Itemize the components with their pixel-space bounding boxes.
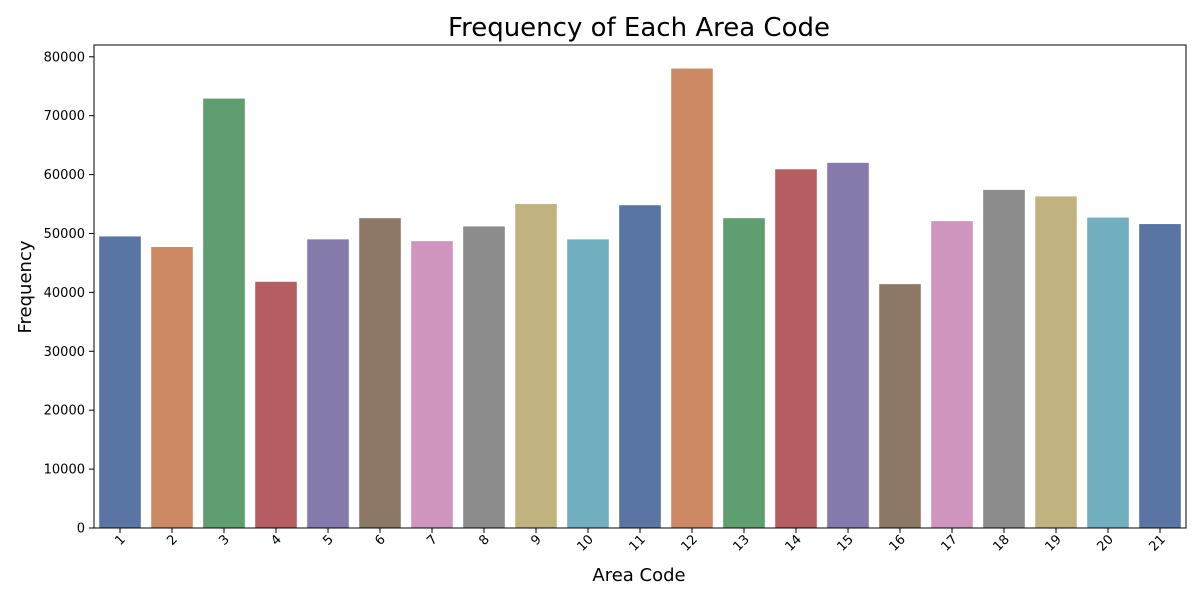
bars-group bbox=[99, 68, 1181, 529]
x-tick-label: 19 bbox=[1043, 532, 1065, 554]
bar-area-5 bbox=[307, 239, 349, 528]
x-tick-label: 15 bbox=[835, 532, 857, 554]
bar-area-9 bbox=[515, 204, 557, 528]
bar-area-8 bbox=[463, 226, 505, 529]
x-tick-label: 1 bbox=[112, 532, 128, 548]
y-tick-label: 70000 bbox=[44, 109, 85, 124]
x-tick-label: 14 bbox=[783, 532, 805, 554]
y-axis-ticks: 0 10000 20000 30000 40000 50000 60000 70000 8000… bbox=[44, 50, 94, 537]
x-tick-label: 16 bbox=[887, 532, 909, 554]
x-tick-label: 21 bbox=[1147, 532, 1169, 554]
x-tick-label: 5 bbox=[320, 532, 336, 548]
y-tick-label: 0 bbox=[77, 522, 85, 537]
y-tick-label: 10000 bbox=[44, 463, 85, 478]
y-tick-label: 80000 bbox=[44, 50, 85, 65]
bar-area-6 bbox=[359, 218, 401, 529]
bar-area-21 bbox=[1139, 224, 1181, 528]
x-tick-label: 13 bbox=[731, 532, 753, 554]
bar-area-12 bbox=[671, 68, 713, 528]
x-tick-label: 10 bbox=[575, 532, 597, 554]
x-tick-label: 17 bbox=[939, 532, 961, 554]
x-tick-label: 12 bbox=[679, 532, 701, 554]
bar-area-4 bbox=[255, 281, 297, 528]
bar-area-20 bbox=[1087, 217, 1129, 528]
x-tick-label: 9 bbox=[528, 532, 544, 548]
chart-title: Frequency of Each Area Code bbox=[448, 13, 830, 43]
bar-area-3 bbox=[203, 98, 245, 528]
x-tick-label: 11 bbox=[627, 532, 649, 554]
bar-area-15 bbox=[827, 162, 869, 528]
x-tick-label: 20 bbox=[1095, 532, 1117, 554]
bar-area-16 bbox=[879, 284, 921, 528]
bar-area-13 bbox=[723, 218, 765, 529]
y-axis-label: Frequency bbox=[15, 240, 36, 333]
bar-area-1 bbox=[99, 236, 141, 528]
x-axis-label: Area Code bbox=[592, 565, 685, 586]
y-tick-label: 30000 bbox=[44, 345, 85, 360]
bar-area-7 bbox=[411, 241, 453, 528]
x-tick-label: 7 bbox=[424, 532, 440, 548]
x-tick-label: 3 bbox=[216, 532, 232, 548]
y-tick-label: 40000 bbox=[44, 286, 85, 301]
bar-area-18 bbox=[983, 189, 1025, 528]
x-tick-label: 6 bbox=[372, 532, 388, 548]
y-tick-label: 60000 bbox=[44, 168, 85, 183]
x-tick-label: 2 bbox=[164, 532, 180, 548]
bar-area-11 bbox=[619, 205, 661, 528]
bar-area-10 bbox=[567, 239, 609, 528]
bar-area-19 bbox=[1035, 196, 1077, 528]
bar-area-14 bbox=[775, 169, 817, 528]
plot-frame bbox=[93, 44, 1187, 529]
y-tick-label: 20000 bbox=[44, 404, 85, 419]
x-tick-label: 4 bbox=[268, 532, 284, 548]
x-axis-ticks: 1 2 3 4 5 6 7 8 9 10 11 12 13 14 15 16 17 18 19 20 21 bbox=[112, 528, 1169, 555]
y-tick-label: 50000 bbox=[44, 227, 85, 242]
x-tick-label: 8 bbox=[476, 532, 492, 548]
x-tick-label: 18 bbox=[991, 532, 1013, 554]
bar-area-17 bbox=[931, 221, 973, 528]
bar-area-2 bbox=[151, 247, 193, 528]
